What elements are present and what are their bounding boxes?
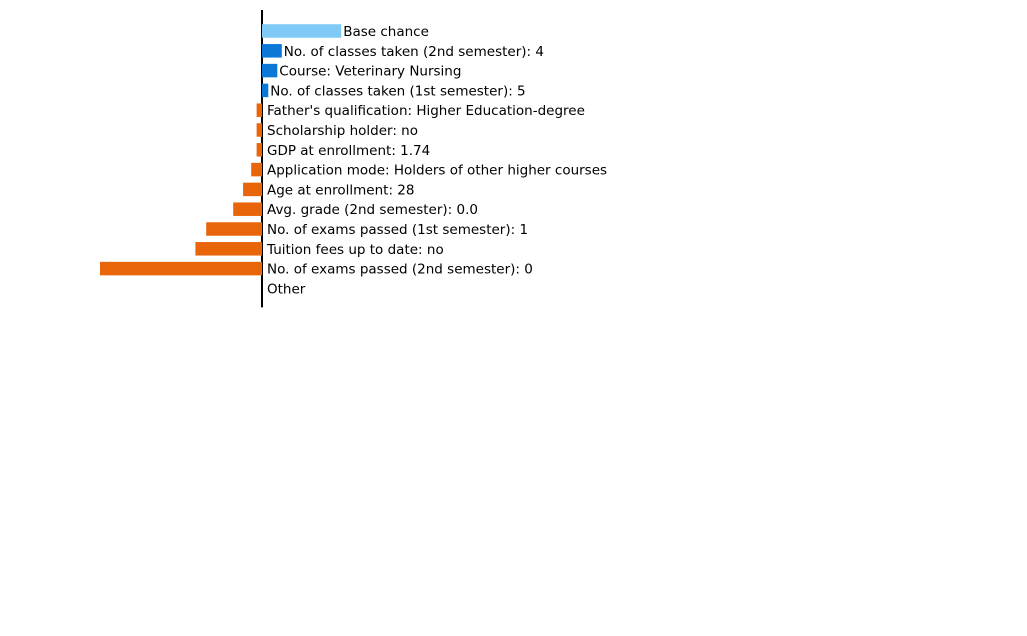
bar-label: Avg. grade (2nd semester): 0.0 — [267, 202, 478, 218]
contribution-bar — [233, 202, 262, 216]
bar-label: Age at enrollment: 28 — [267, 182, 414, 198]
contribution-bar — [256, 103, 262, 117]
bar-label: Application mode: Holders of other highe… — [267, 163, 607, 179]
contribution-bar — [251, 162, 262, 177]
bar-label: Other — [267, 281, 306, 297]
bar-label: Father's qualification: Higher Education… — [267, 103, 585, 119]
contribution-bar — [243, 182, 262, 197]
base-chance-bar — [262, 24, 342, 38]
bar-label: No. of classes taken (2nd semester): 4 — [284, 44, 544, 60]
contribution-bar — [256, 123, 262, 137]
contribution-bar — [262, 44, 282, 58]
contribution-bar — [100, 261, 262, 276]
contribution-bar — [262, 83, 269, 98]
contribution-bar — [262, 63, 278, 78]
bar-label: GDP at enrollment: 1.74 — [267, 143, 430, 159]
bar-label: Course: Veterinary Nursing — [279, 64, 461, 80]
bars-layer — [100, 24, 342, 276]
contribution-bar — [206, 222, 262, 236]
bar-label: No. of exams passed (1st semester): 1 — [267, 222, 528, 238]
labels-layer: Base chance No. of classes taken (2nd sem… — [266, 24, 607, 297]
bar-label: Tuition fees up to date: no — [266, 242, 444, 258]
base-chance-label: Base chance — [343, 24, 429, 40]
contribution-bar — [195, 242, 262, 256]
bar-label: Scholarship holder: no — [267, 123, 418, 139]
contribution-bar — [256, 143, 262, 157]
bar-label: No. of exams passed (2nd semester): 0 — [267, 262, 533, 278]
bar-label: No. of classes taken (1st semester): 5 — [270, 83, 525, 99]
